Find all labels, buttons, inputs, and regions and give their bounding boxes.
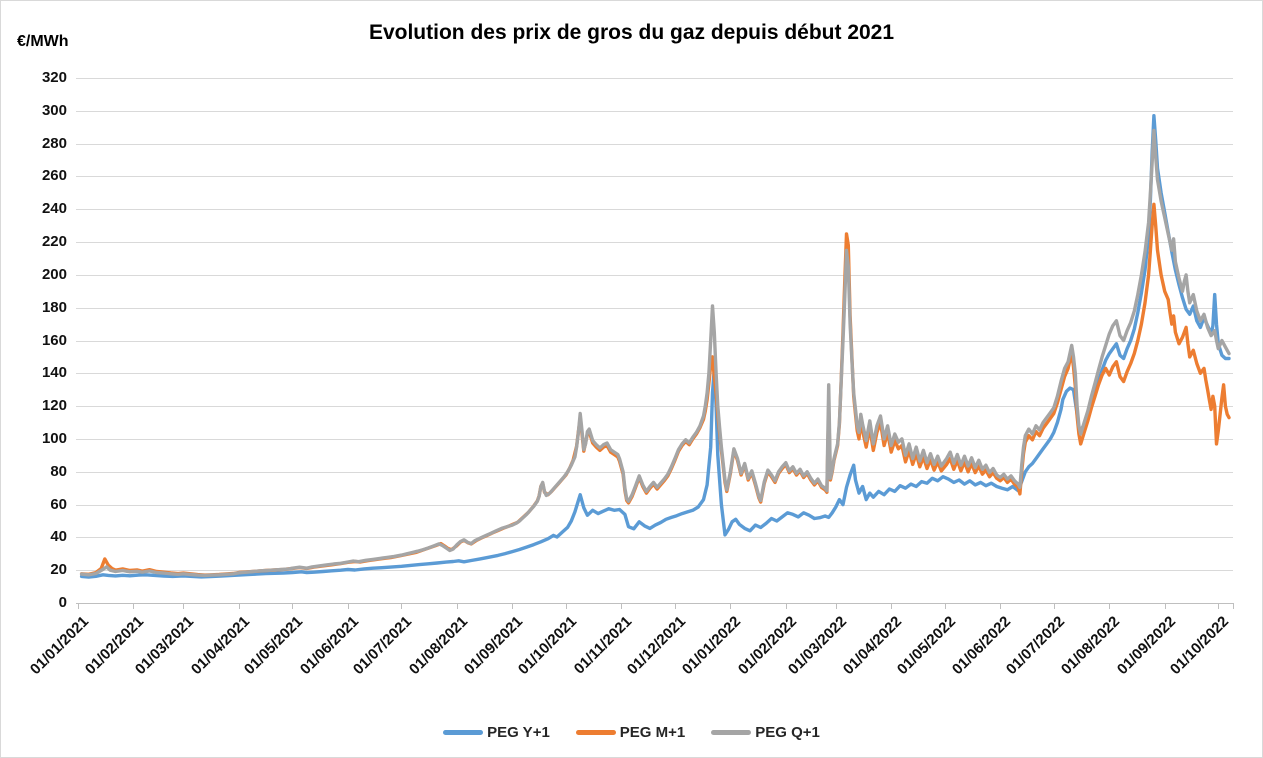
series-line-peg-y-1[interactable] [79,113,1231,579]
y-axis-tick-label: 40 [50,528,67,546]
y-axis-tick-label: 180 [41,298,67,316]
y-axis-tick-label: 0 [58,594,67,611]
legend-item-peg-y1[interactable]: PEG Y+1 [443,724,550,741]
y-axis-tick-label: 240 [41,200,67,218]
y-axis-tick-label: 300 [41,101,67,119]
legend-swatch-peg-y1-icon [443,730,484,735]
legend-item-peg-q1[interactable]: PEG Q+1 [711,724,820,741]
y-axis-tick-label: 20 [50,561,67,579]
y-axis-tick-label: 140 [41,364,67,382]
y-axis-unit-label: €/MWh [17,33,69,50]
legend: PEG Y+1 PEG M+1 PEG Q+1 [1,724,1262,741]
y-axis-tick-label: 80 [50,462,67,480]
y-axis-tick-label: 120 [41,397,67,415]
y-axis-tick-label: 260 [41,167,67,185]
y-axis-tick-label: 100 [41,429,67,447]
y-axis-tick-label: 280 [41,134,67,152]
y-axis-tick-label: 320 [41,69,67,86]
series-line-peg-m-1[interactable] [79,202,1231,577]
y-axis-tick-label: 160 [41,331,67,349]
legend-swatch-peg-m1-icon [575,730,616,735]
series-line-peg-q-1[interactable] [79,128,1231,578]
legend-label-peg-q1: PEG Q+1 [755,724,820,741]
y-axis-tick-label: 200 [41,265,67,283]
legend-swatch-peg-q1-icon [711,730,752,735]
legend-label-peg-y1: PEG Y+1 [487,724,550,741]
y-axis-tick-label: 60 [50,495,67,513]
chart-title: Evolution des prix de gros du gaz depuis… [368,21,895,44]
legend-item-peg-m1[interactable]: PEG M+1 [575,724,686,741]
legend-label-peg-m1: PEG M+1 [619,724,686,741]
y-axis-tick-label: 220 [41,233,67,251]
